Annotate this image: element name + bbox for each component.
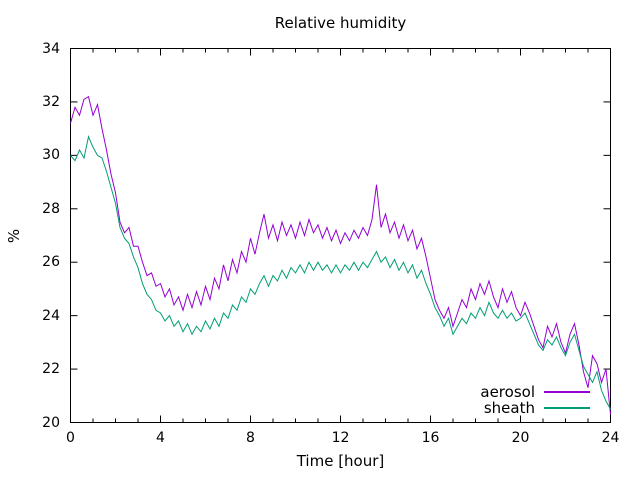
y-axis-label: % <box>5 228 23 244</box>
legend: aerosol sheath <box>480 384 590 416</box>
y-tick-label: 20 <box>42 414 60 431</box>
y-tick-label: 26 <box>42 254 60 271</box>
x-tick-label: 8 <box>246 430 255 446</box>
y-tick-label: 24 <box>42 307 60 324</box>
legend-item-sheath: sheath <box>480 400 590 416</box>
x-axis-label: Time [hour] <box>296 452 385 470</box>
series-line-sheath <box>70 135 611 410</box>
y-tick-label: 28 <box>42 200 60 217</box>
x-tick-label: 20 <box>511 430 530 446</box>
x-tick-label: 0 <box>66 430 75 446</box>
x-tick-label: 12 <box>331 430 350 446</box>
y-tick-label: 22 <box>42 361 60 378</box>
y-tick-label: 32 <box>42 93 60 110</box>
legend-line-sample-sheath <box>544 407 590 409</box>
legend-label-aerosol: aerosol <box>480 383 535 401</box>
chart-title: Relative humidity <box>274 14 407 32</box>
legend-label-sheath: sheath <box>483 399 535 417</box>
y-tick-label: 34 <box>42 40 60 57</box>
legend-line-sample-aerosol <box>544 391 590 393</box>
x-tick-label: 4 <box>156 430 165 446</box>
y-tick-label: 30 <box>42 147 60 164</box>
x-tick-label: 16 <box>421 430 440 446</box>
series-line-aerosol <box>70 95 611 415</box>
x-tick-label: 24 <box>601 430 620 446</box>
legend-item-aerosol: aerosol <box>480 384 590 400</box>
plot-border <box>70 48 611 423</box>
